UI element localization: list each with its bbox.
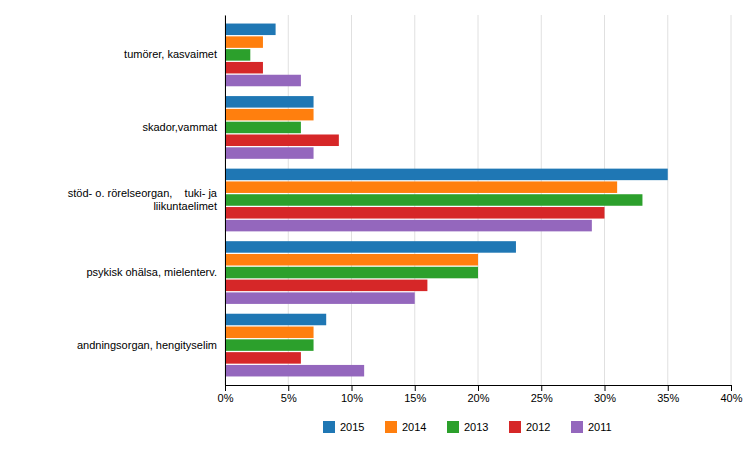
tick: stöd- o. rörelseorgan, tuki- ja liikunta…: [68, 187, 218, 212]
tick: 5%: [281, 385, 297, 404]
bar: [225, 147, 314, 159]
tick-label: psykisk ohälsa, mielenterv.: [86, 266, 217, 278]
bar: [225, 62, 263, 74]
grid-line: [731, 15, 732, 385]
tick: 10%: [341, 385, 363, 404]
tick-mark: [605, 385, 606, 391]
tick-label: skador,vammat: [142, 121, 217, 133]
tick-mark: [352, 385, 353, 391]
tick: andningsorgan, hengityselim: [77, 339, 217, 351]
legend-label: 2015: [340, 421, 364, 433]
tick: 20%: [467, 385, 489, 404]
tick-label: 10%: [341, 392, 363, 404]
tick: 30%: [594, 385, 616, 404]
tick-mark: [478, 385, 479, 391]
grid: [225, 15, 731, 385]
tick-mark: [668, 385, 669, 391]
bar: [225, 194, 642, 206]
bar: [225, 292, 415, 304]
bar: [225, 220, 592, 232]
bar: [225, 352, 301, 364]
y-axis: andningsorgan, hengityselim psykisk ohäls…: [68, 16, 226, 386]
tick-label: 20%: [467, 392, 489, 404]
bar: [225, 365, 364, 377]
tick-label: 5%: [281, 392, 297, 404]
legend-item: 2011: [571, 421, 612, 433]
bar-series: [225, 49, 642, 351]
grid-line: [225, 15, 226, 385]
bar-series: [225, 36, 617, 338]
x-axis: 0% 5% 10% 15% 20% 25% 30% 35% 40%: [218, 385, 743, 404]
tick-label: 15%: [404, 392, 426, 404]
bar: [225, 49, 250, 61]
bar-series: [225, 24, 668, 326]
bar: [225, 207, 605, 219]
bar: [225, 241, 516, 253]
legend-item: 2015: [323, 421, 364, 433]
bar: [225, 134, 339, 146]
bars: [225, 24, 668, 377]
bar: [225, 280, 427, 292]
bar-series: [225, 62, 605, 364]
tick: psykisk ohälsa, mielenterv.: [86, 266, 217, 278]
bar: [225, 181, 617, 193]
tick: 25%: [531, 385, 553, 404]
tick-label: 40%: [720, 392, 742, 404]
legend-label: 2012: [526, 421, 550, 433]
legend-item: 2014: [385, 421, 426, 433]
bar: [225, 254, 478, 266]
grid-line: [667, 15, 668, 385]
bar-series: [225, 75, 592, 377]
bar: [225, 96, 314, 108]
bar: [225, 24, 276, 36]
tick-label: 0%: [218, 392, 234, 404]
tick-mark: [731, 385, 732, 391]
bar: [225, 339, 314, 351]
legend: 2015 2014 2013 2012 2011: [323, 421, 612, 433]
bar: [225, 109, 314, 121]
tick: 35%: [657, 385, 679, 404]
tick: 40%: [720, 385, 742, 404]
bar: [225, 75, 301, 87]
axis-line: [226, 386, 732, 392]
chart: 0% 5% 10% 15% 20% 25% 30% 35% 40% andningsorgan, …: [0, 0, 756, 455]
tick-label: stöd- o. rörelseorgan, tuki- ja liikunta…: [68, 187, 218, 212]
tick-mark: [225, 385, 226, 391]
bar: [225, 267, 478, 279]
legend-label: 2013: [464, 421, 488, 433]
legend-swatch: [509, 421, 521, 433]
bar: [225, 36, 263, 48]
legend-item: 2013: [447, 421, 488, 433]
axis-line: [225, 16, 226, 386]
legend-swatch: [447, 421, 459, 433]
tick-label: tumörer, kasvaimet: [124, 48, 217, 60]
bar: [225, 122, 301, 134]
legend-item: 2012: [509, 421, 550, 433]
tick-label: 30%: [594, 392, 616, 404]
tick: 15%: [404, 385, 426, 404]
legend-swatch: [323, 421, 335, 433]
bar: [225, 314, 326, 326]
tick-label: 25%: [531, 392, 553, 404]
tick-label: 35%: [657, 392, 679, 404]
tick: tumörer, kasvaimet: [124, 48, 217, 60]
plot: 0% 5% 10% 15% 20% 25% 30% 35% 40% andningsorgan, …: [68, 15, 743, 433]
tick-mark: [288, 385, 289, 391]
tick-mark: [415, 385, 416, 391]
tick-mark: [541, 385, 542, 391]
bar: [225, 327, 314, 339]
tick: skador,vammat: [142, 121, 217, 133]
legend-swatch: [571, 421, 583, 433]
bar: [225, 169, 668, 181]
legend-label: 2011: [588, 421, 612, 433]
legend-label: 2014: [402, 421, 426, 433]
tick-label: andningsorgan, hengityselim: [77, 339, 217, 351]
tick: 0%: [218, 385, 234, 404]
legend-swatch: [385, 421, 397, 433]
